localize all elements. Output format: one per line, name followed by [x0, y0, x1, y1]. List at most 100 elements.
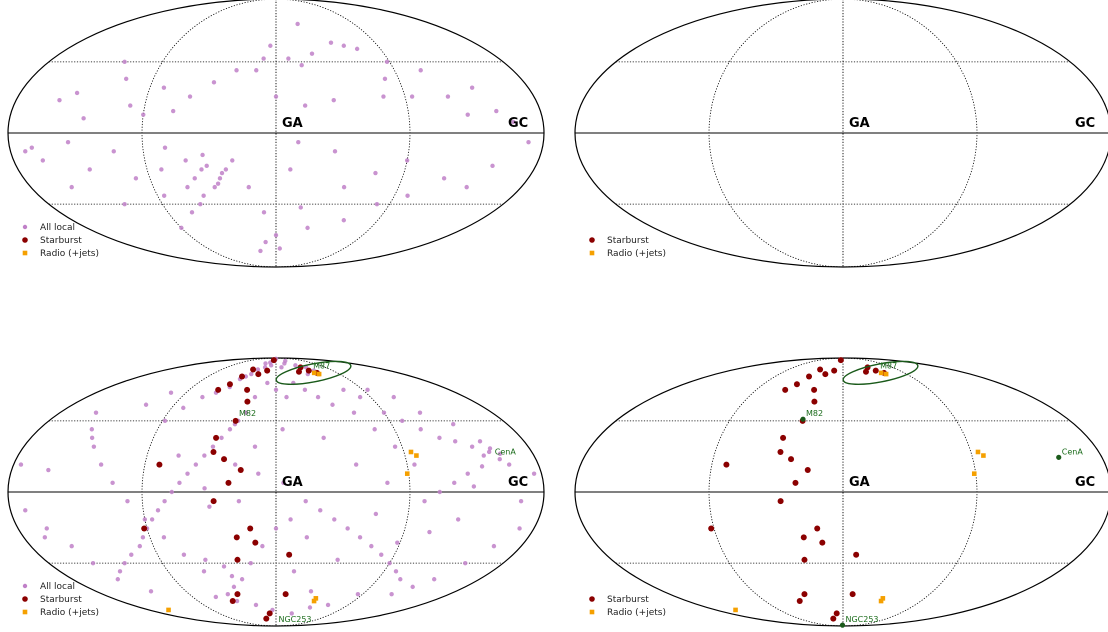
local-point: [189, 210, 195, 215]
local-point: [494, 108, 499, 114]
starburst-point: [237, 467, 244, 474]
local-point: [201, 193, 206, 198]
local-point: [215, 181, 221, 186]
starburst-point: [780, 434, 787, 441]
local-point: [29, 145, 35, 150]
local-point: [162, 498, 167, 504]
local-point: [305, 225, 310, 231]
starburst-point: [234, 591, 241, 598]
local-point: [89, 435, 95, 441]
local-point: [453, 439, 458, 444]
local-point: [69, 184, 74, 190]
legend-swatch-starburst: [22, 596, 28, 602]
starburst-point: [819, 539, 826, 546]
local-point: [177, 480, 182, 486]
local-point: [170, 108, 176, 114]
legend-label: All local: [40, 223, 75, 233]
panel-4: M87 M82 CenA NGC253 GA GC Starburst Radio (+jet…: [574, 357, 1108, 628]
radio-point: [408, 449, 414, 455]
local-point: [437, 489, 442, 495]
local-point: [123, 76, 129, 82]
local-point: [491, 543, 497, 549]
local-point: [161, 85, 167, 90]
local-point: [328, 40, 334, 45]
local-point: [381, 410, 387, 415]
local-point: [341, 387, 346, 393]
local-point: [199, 167, 204, 172]
local-point: [231, 584, 237, 590]
local-point: [381, 94, 386, 99]
local-point: [303, 498, 308, 504]
local-point: [309, 51, 315, 56]
starburst-point: [801, 591, 808, 598]
starburst-point: [213, 434, 220, 441]
local-point: [325, 602, 331, 608]
local-point: [373, 511, 379, 517]
local-point: [465, 112, 470, 117]
local-point: [260, 543, 265, 549]
local-point: [263, 239, 268, 245]
local-point: [399, 418, 405, 424]
starburst-point: [811, 398, 818, 405]
local-point: [431, 577, 437, 582]
local-point: [261, 210, 267, 215]
local-point: [210, 444, 216, 449]
local-point: [203, 557, 208, 563]
ga-label: GA: [282, 116, 303, 131]
sky-outline: [574, 0, 1108, 268]
local-point: [409, 94, 415, 99]
starburst-point: [800, 534, 807, 541]
local-point: [387, 560, 392, 566]
local-point: [40, 158, 46, 163]
starburst-point: [793, 381, 800, 388]
local-point: [353, 462, 359, 467]
local-point: [185, 471, 190, 476]
starburst-point: [215, 386, 222, 393]
local-point: [293, 363, 298, 368]
local-point: [464, 184, 469, 190]
starburst-point: [221, 456, 228, 463]
local-point: [280, 427, 285, 432]
legend-label: Starburst: [607, 595, 649, 605]
source-point: [1056, 454, 1062, 460]
local-point: [391, 394, 396, 400]
local-point: [74, 90, 80, 96]
local-point: [341, 184, 347, 190]
local-point: [331, 97, 336, 103]
local-point: [213, 594, 219, 600]
source-label: NGC253: [278, 615, 311, 624]
starburst-point: [226, 381, 233, 388]
local-point: [253, 602, 259, 608]
local-point: [200, 394, 205, 400]
starburst-point: [814, 525, 821, 532]
legend-swatch-starburst: [589, 237, 595, 243]
starburst-point: [792, 479, 799, 486]
local-point: [268, 43, 273, 48]
starburst-point: [830, 615, 837, 622]
local-point: [221, 564, 227, 569]
radio-point: [878, 598, 884, 604]
local-point: [232, 462, 238, 467]
legend-label: Radio (+jets): [607, 608, 666, 618]
local-point: [277, 246, 282, 251]
local-point: [273, 387, 279, 393]
local-point: [265, 380, 270, 386]
local-point: [412, 462, 417, 467]
local-point: [288, 517, 293, 522]
local-point: [321, 435, 326, 441]
local-point: [193, 462, 199, 467]
local-point: [307, 605, 313, 610]
local-point: [451, 421, 456, 427]
starburst-point: [244, 386, 251, 393]
local-point: [219, 435, 224, 441]
local-point: [315, 394, 321, 400]
legend: Starburst Radio (+jets): [589, 595, 666, 618]
local-point: [286, 56, 291, 61]
legend: Starburst Radio (+jets): [589, 236, 666, 259]
local-point: [517, 526, 522, 531]
local-point: [89, 427, 95, 432]
local-point: [110, 480, 115, 486]
starburst-point: [252, 539, 259, 546]
local-point: [246, 184, 251, 190]
local-point: [179, 225, 184, 231]
